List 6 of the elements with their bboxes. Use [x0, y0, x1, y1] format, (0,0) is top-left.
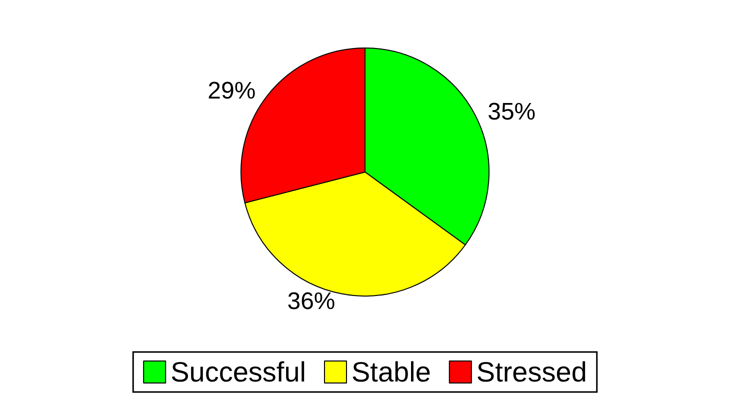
data-label: 36%: [287, 288, 336, 316]
legend-label: Stable: [352, 356, 431, 388]
legend-label: Successful: [170, 356, 306, 388]
legend-label: Stressed: [476, 356, 587, 388]
data-label: 35%: [488, 98, 536, 126]
data-label: 29%: [208, 78, 256, 105]
